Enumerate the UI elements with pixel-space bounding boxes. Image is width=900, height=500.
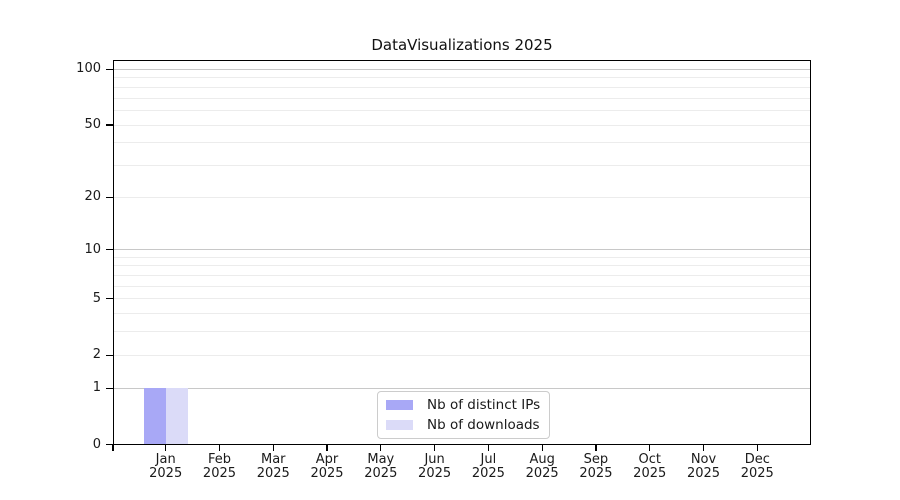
y-gridline-major (113, 68, 811, 70)
x-tick-label-year: 2025 (525, 466, 559, 481)
y-gridline-minor (113, 86, 811, 88)
y-tick-mark (106, 68, 113, 71)
x-tick-mark (649, 444, 651, 451)
y-tick-mark (106, 196, 113, 198)
x-tick-label: Jul 2025 (456, 451, 520, 482)
x-axis-edge-tick-mark (112, 444, 114, 451)
x-tick-label-year: 2025 (256, 466, 290, 481)
x-tick-label-month: Oct (638, 451, 661, 467)
y-gridline-major (113, 387, 811, 389)
y-gridline-minor (113, 196, 811, 198)
x-tick-label: Apr 2025 (295, 451, 359, 482)
x-tick-label: Oct 2025 (618, 451, 682, 482)
legend-item-label: Nb of downloads (427, 417, 540, 433)
x-tick-label-year: 2025 (149, 466, 183, 481)
y-gridline-minor (113, 265, 811, 267)
y-gridline-minor (113, 256, 811, 258)
y-gridline-minor (113, 298, 811, 300)
y-gridline-minor (113, 354, 811, 356)
legend-item-label: Nb of distinct IPs (427, 397, 541, 413)
x-tick-mark (541, 444, 543, 451)
y-gridline-minor (113, 164, 811, 166)
y-gridline-minor (113, 124, 811, 126)
x-tick-label-year: 2025 (471, 466, 505, 481)
legend-item: Nb of downloads (386, 416, 540, 434)
x-tick-label-year: 2025 (686, 466, 721, 481)
y-gridline-minor (113, 97, 811, 99)
x-tick-mark (702, 444, 705, 451)
y-gridline-minor (113, 285, 811, 287)
x-tick-label-year: 2025 (310, 466, 344, 481)
x-tick-label-month: Jun (424, 451, 445, 467)
y-tick-mark (106, 387, 113, 389)
y-gridline-minor (113, 275, 811, 277)
y-tick-mark (106, 443, 113, 446)
x-tick-label: Aug 2025 (510, 451, 574, 482)
plot-area (113, 60, 811, 445)
legend-item: Nb of distinct IPs (386, 396, 540, 414)
x-tick-label-month: Nov (690, 451, 717, 467)
x-tick-mark (380, 444, 382, 451)
y-gridline-minor (113, 331, 811, 333)
x-tick-label: Jan 2025 (134, 451, 198, 482)
y-tick-mark (106, 124, 113, 126)
y-tick-label: 50 (84, 117, 101, 132)
y-tick-mark (106, 298, 113, 300)
chart-title: DataVisualizations 2025 (371, 36, 553, 54)
y-gridline-minor (113, 109, 811, 111)
legend: Nb of distinct IPs Nb of downloads (377, 391, 551, 439)
x-tick-label-month: Sep (583, 451, 609, 467)
legend-swatch (386, 400, 413, 410)
legend-swatch (386, 420, 413, 430)
x-tick-label-year: 2025 (740, 466, 774, 481)
x-tick-label-month: May (367, 451, 395, 467)
x-tick-mark (326, 444, 328, 451)
x-tick-label: Dec 2025 (725, 451, 789, 482)
x-tick-label: Feb 2025 (187, 451, 251, 482)
x-tick-label: Mar 2025 (241, 451, 305, 482)
x-tick-label-month: Mar (260, 451, 286, 467)
y-gridline-major (113, 249, 811, 251)
y-gridline-minor (113, 313, 811, 315)
bar-nb-of-downloads-jan (165, 388, 188, 445)
y-tick-label: 20 (84, 189, 101, 205)
x-tick-label: Sep 2025 (564, 451, 628, 482)
x-tick-label: Nov 2025 (672, 451, 736, 482)
y-tick-label: 1 (92, 380, 101, 396)
y-tick-label: 5 (92, 290, 101, 306)
x-tick-label-month: Dec (744, 451, 770, 467)
x-tick-label: Jun 2025 (403, 451, 467, 482)
x-tick-label-year: 2025 (364, 466, 398, 481)
x-tick-label-year: 2025 (633, 466, 667, 481)
x-tick-label-month: Apr (315, 451, 339, 467)
x-tick-label-year: 2025 (579, 466, 613, 481)
x-tick-mark (595, 444, 597, 451)
y-gridline-minor (113, 142, 811, 144)
y-tick-label: 0 (92, 436, 101, 452)
y-tick-label: 100 (76, 61, 101, 77)
x-tick-mark (165, 444, 167, 451)
x-tick-label-month: Jul (480, 451, 497, 467)
x-tick-label-month: Feb (207, 451, 231, 467)
bar-nb-of-distinct-ips-jan (143, 388, 166, 445)
x-tick-label-month: Aug (529, 451, 555, 467)
x-tick-label-month: Jan (155, 451, 176, 467)
x-tick-mark (272, 444, 274, 451)
y-tick-label: 2 (92, 347, 101, 363)
x-tick-label: May 2025 (349, 451, 413, 482)
y-tick-mark (106, 354, 113, 356)
x-tick-mark (434, 444, 436, 451)
x-tick-label-year: 2025 (202, 466, 237, 481)
x-tick-mark (487, 444, 489, 451)
x-tick-label-year: 2025 (418, 466, 452, 481)
x-tick-mark (218, 444, 221, 451)
y-tick-mark (106, 249, 113, 251)
y-gridline-minor (113, 77, 811, 79)
x-tick-mark (756, 444, 758, 451)
y-tick-label: 10 (84, 241, 101, 257)
